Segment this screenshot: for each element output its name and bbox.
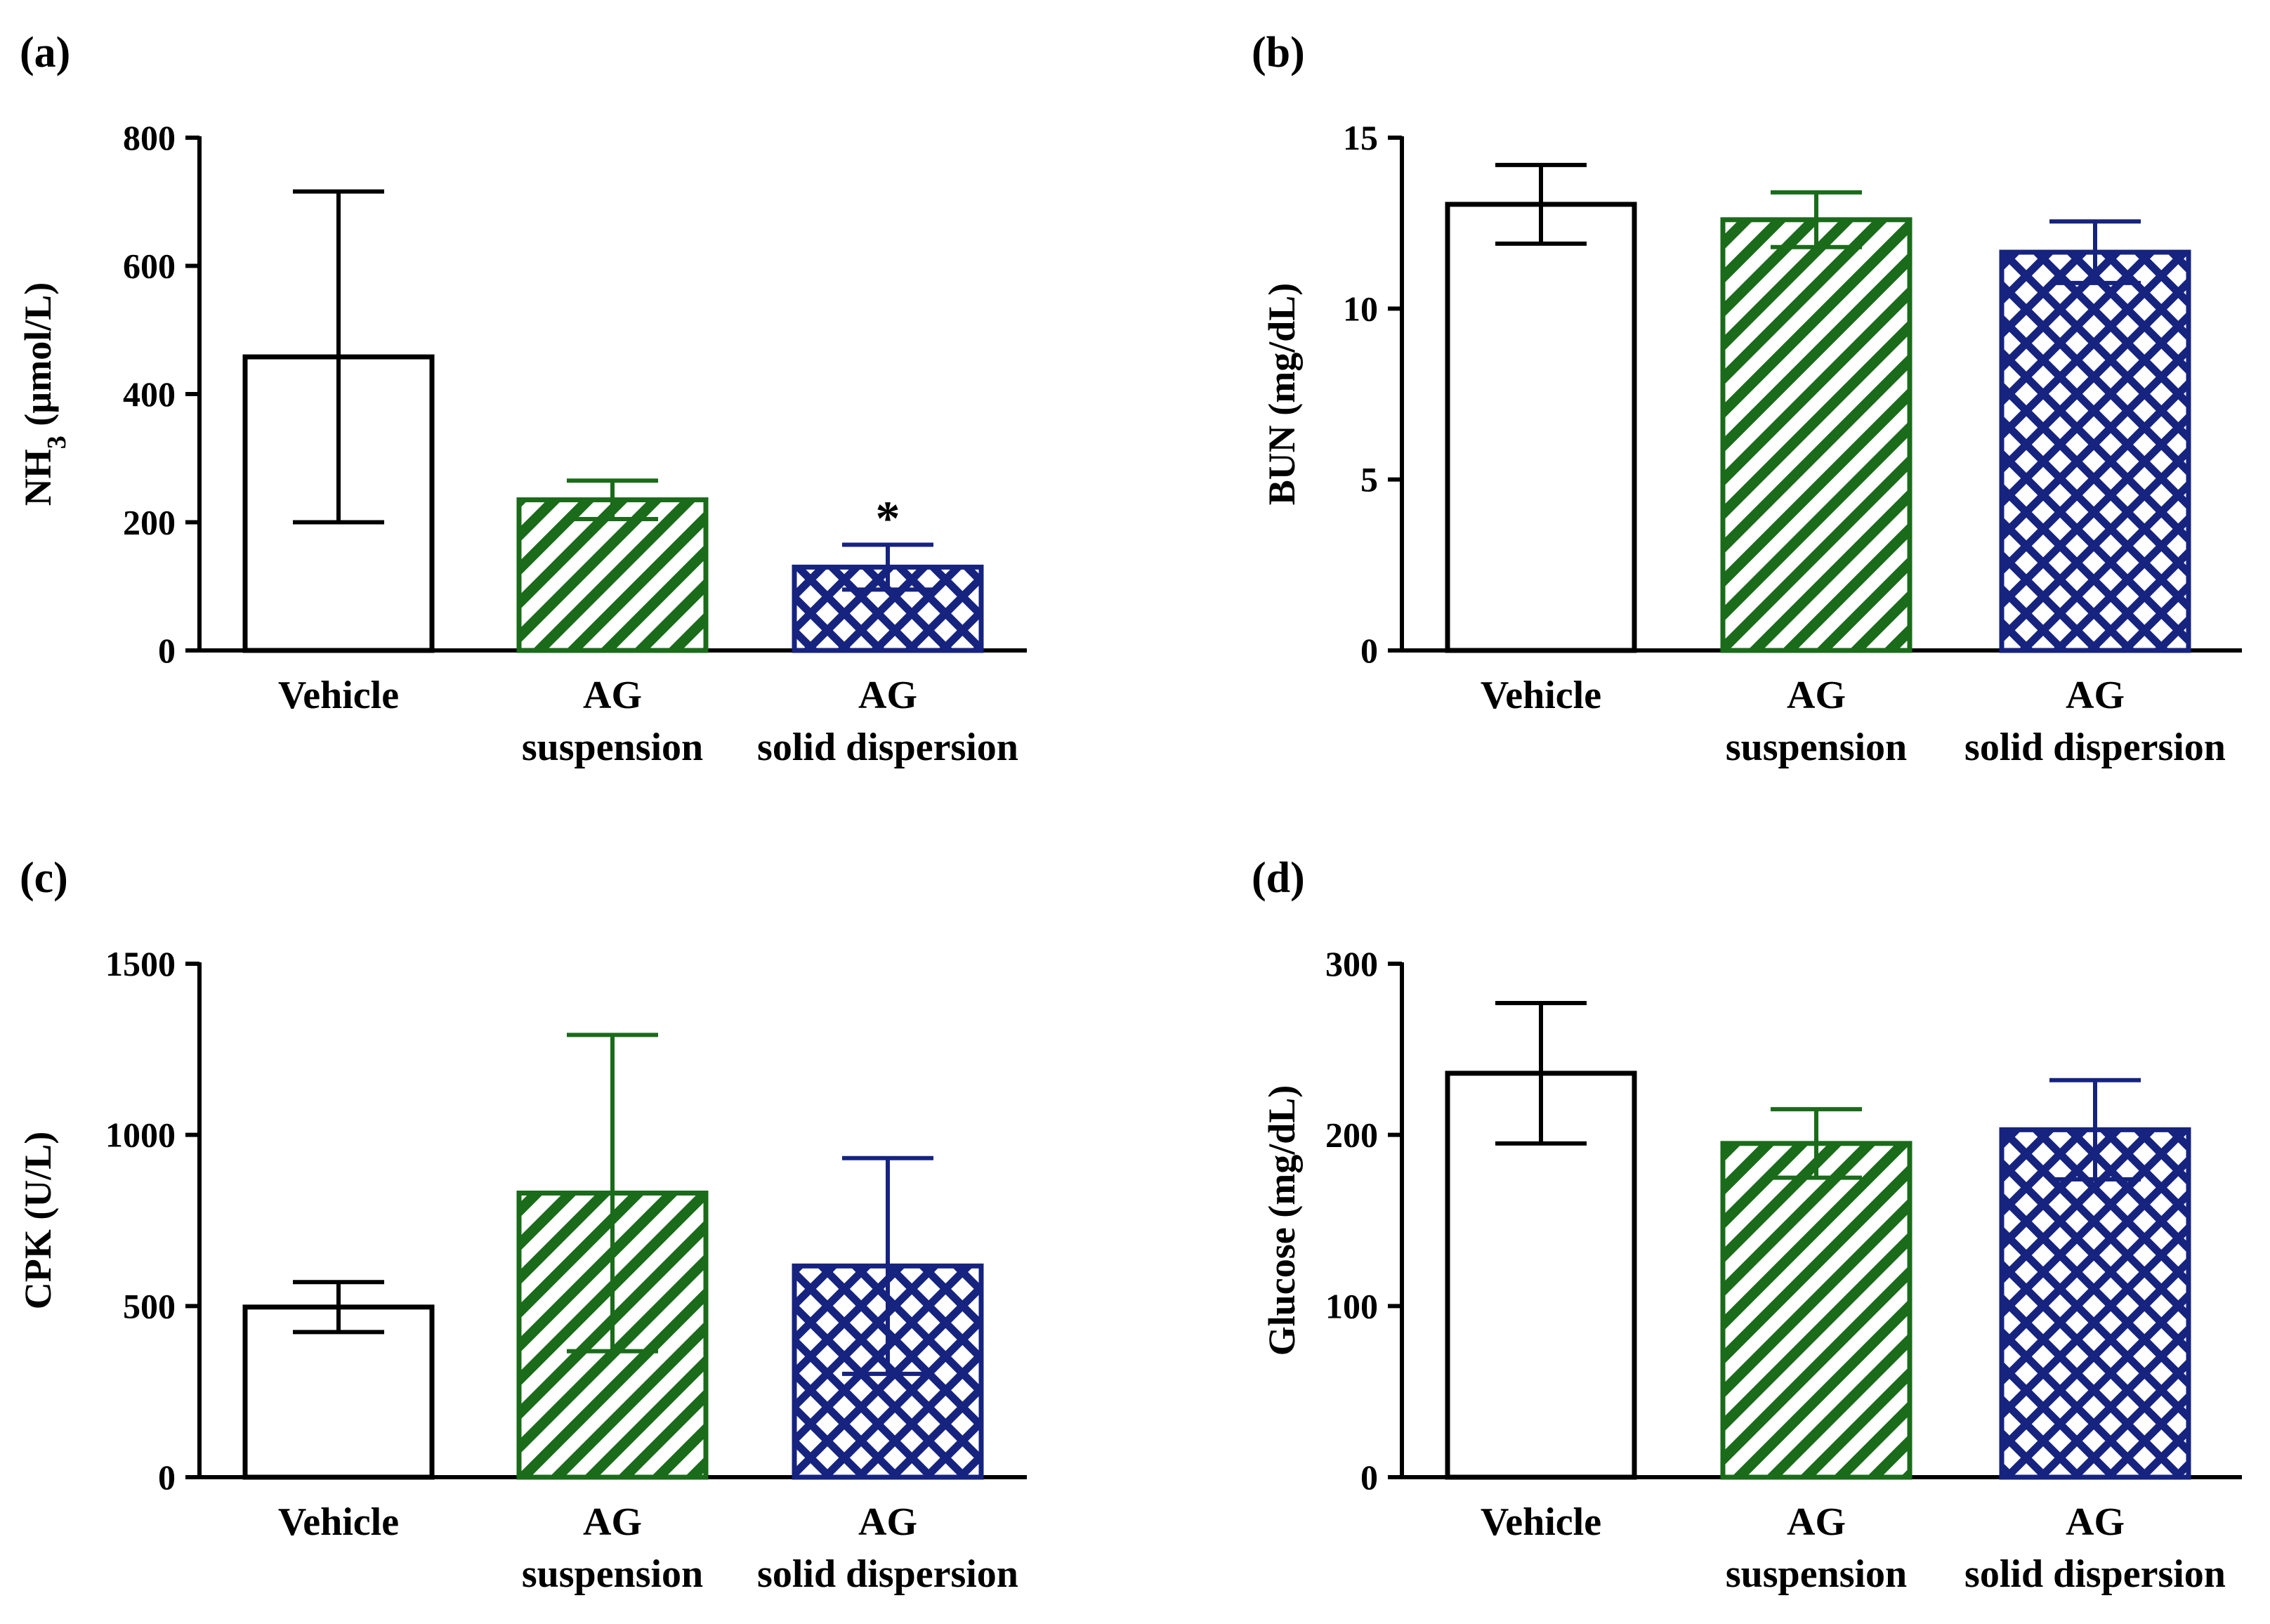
x-category-label-line1: AG [1787,1500,1846,1544]
y-axis-title: Glucose (mg/dL) [1261,1085,1303,1356]
x-category-label-line1: Vehicle [278,674,399,717]
x-category-label-line2: suspension [1726,1552,1907,1596]
x-category-label-line1: AG [858,674,917,717]
panel-b: (b) BUN (mg/dL) 0 5 10 15 Vehicle AG suspension A… [1252,29,2242,769]
bar-2 [1999,249,2191,653]
y-tick-label: 10 [1343,289,1378,328]
y-tick-label: 0 [158,631,176,670]
y-tick-label: 0 [158,1458,176,1497]
x-category-label-line2: solid dispersion [757,726,1018,769]
y-tick-label: 100 [1325,1286,1378,1325]
bar-0 [1445,202,1637,653]
y-axis-title: CPK (U/L) [17,1132,59,1309]
panel-label: (a) [20,29,70,77]
y-tick-label: 15 [1343,118,1378,157]
y-tick-label: 1500 [105,944,176,983]
panel-label: (d) [1252,854,1305,902]
panel-label: (b) [1252,29,1305,77]
bar-1 [1720,217,1913,653]
x-category-label-line1: AG [858,1500,917,1544]
bar-1 [516,497,709,653]
y-tick-label: 200 [123,503,176,542]
y-tick-label: 500 [123,1286,176,1325]
y-tick-label: 0 [1360,631,1378,670]
x-category-label-line2: suspension [1726,726,1907,769]
x-category-label-line2: suspension [522,726,703,769]
y-tick-label: 800 [123,118,176,157]
y-tick-label: 5 [1360,460,1378,499]
panel-c: (c) CPK (U/L) 0 500 1000 1500 Vehicle AG suspens… [17,854,1027,1596]
bar-2 [1999,1127,2191,1480]
x-category-label-line2: solid dispersion [757,1552,1018,1596]
x-category-label-line2: solid dispersion [1964,726,2226,769]
y-axis-title-subscript: 3 [42,436,72,449]
x-category-label-line1: AG [2066,674,2125,717]
panel-d: (d) Glucose (mg/dL) 0 100 200 300 Vehicle AG sus… [1252,854,2242,1596]
x-category-label-line1: Vehicle [278,1500,399,1544]
x-category-label-line1: Vehicle [1481,1500,1601,1544]
y-tick-label: 0 [1360,1458,1378,1497]
x-category-label-line2: solid dispersion [1964,1552,2226,1596]
significance-mark: * [876,492,900,546]
y-axis-title: BUN (mg/dL) [1261,283,1303,506]
x-category-label-line1: Vehicle [1481,674,1601,717]
y-tick-label: 200 [1325,1115,1378,1155]
y-tick-label: 1000 [105,1115,176,1155]
panel-a: (a) NH3 (µmol/L) 0 200 400 600 800 Vehicle AG sus… [17,29,1027,769]
y-tick-label: 300 [1325,944,1378,983]
x-category-label-line1: AG [583,1500,642,1544]
bar-1 [1720,1141,1913,1480]
x-category-label-line2: suspension [522,1552,703,1596]
y-axis-title-main: NH [17,449,59,506]
x-category-label-line1: AG [1787,674,1846,717]
y-axis-title: NH3 (µmol/L) [17,282,72,506]
y-axis-title-rest: (µmol/L) [17,282,59,436]
y-tick-label: 400 [123,374,176,414]
panel-label: (c) [20,854,68,902]
x-category-label-line1: AG [583,674,642,717]
y-tick-label: 600 [123,247,176,286]
x-category-label-line1: AG [2066,1500,2125,1544]
